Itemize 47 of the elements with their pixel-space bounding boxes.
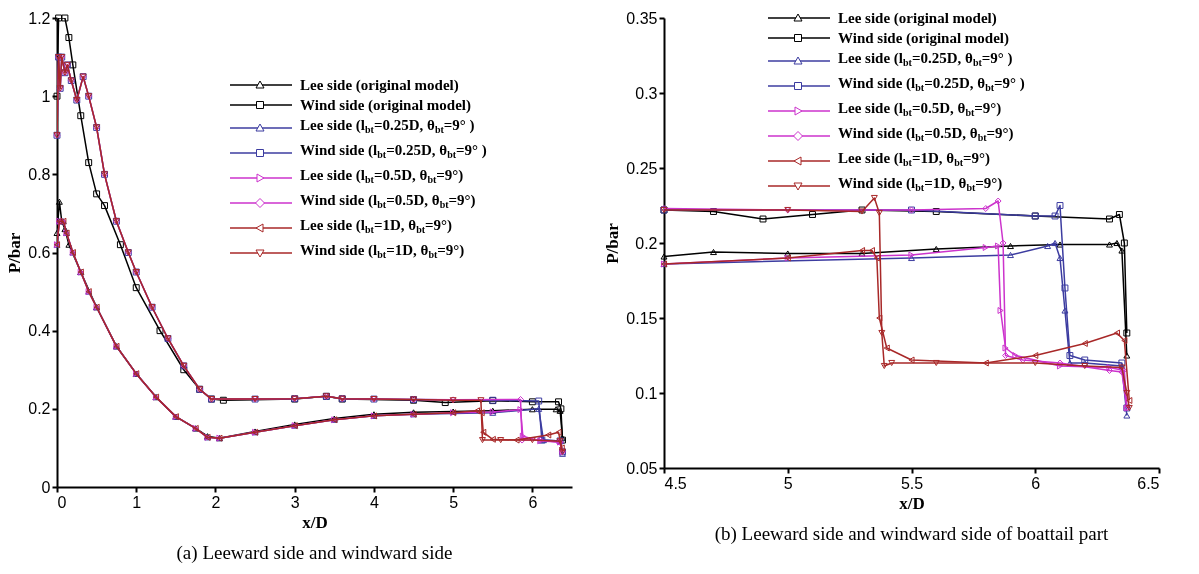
x-tick-label: 5: [783, 474, 793, 492]
y-tick-label: 1.2: [28, 9, 51, 27]
legend-label: Wind side (original model): [838, 29, 1009, 48]
y-tick-label: 0.6: [28, 244, 51, 261]
x-tick-label: 6.5: [1137, 474, 1160, 492]
x-tick-label: 4.5: [664, 474, 687, 492]
y-tick-label: 0.15: [626, 309, 658, 327]
legend-label: Wind side (l$_{bt}$=1D, θ$_{bt}$=9°): [300, 241, 465, 262]
legend-label: Lee side (l$_{bt}$=0.25D, θ$_{bt}$=9° ): [300, 116, 475, 137]
y-axis-title: P/bar: [5, 232, 25, 274]
legend-label: Lee side (original model): [300, 76, 459, 95]
x-tick-label: 3: [290, 493, 300, 511]
x-tick-label: 5.5: [900, 474, 924, 492]
x-tick-label: 6: [528, 493, 538, 511]
legend-label: Wind side (l$_{bt}$=0.25D, θ$_{bt}$=9° ): [300, 141, 487, 162]
legend-label: Wind side (l$_{bt}$=1D, θ$_{bt}$=9°): [838, 174, 1003, 195]
legend-label: Lee side (l$_{bt}$=0.5D, θ$_{bt}$=9°): [838, 99, 1002, 120]
y-tick-label: 0.25: [626, 159, 658, 177]
y-tick-label: 0.35: [626, 9, 658, 27]
legend-label: Wind side (l$_{bt}$=0.5D, θ$_{bt}$=9°): [838, 124, 1014, 145]
legend-label: Lee side (l$_{bt}$=0.5D, θ$_{bt}$=9°): [300, 166, 464, 187]
y-tick-label: 1: [41, 87, 51, 105]
legend-label: Lee side (original model): [838, 9, 997, 28]
legend-label: Lee side (l$_{bt}$=0.25D, θ$_{bt}$=9° ): [838, 49, 1013, 70]
legend-label: Lee side (l$_{bt}$=1D, θ$_{bt}$=9°): [300, 216, 453, 237]
x-tick-label: 1: [132, 493, 142, 511]
text: (a) Leeward side and windward side: [176, 542, 453, 564]
legend-label: Wind side (l$_{bt}$=0.25D, θ$_{bt}$=9° ): [838, 74, 1025, 95]
x-tick-label: 4: [369, 493, 379, 511]
legend-label: Wind side (l$_{bt}$=0.5D, θ$_{bt}$=9°): [300, 191, 476, 212]
y-tick-label: 0.4: [28, 322, 51, 340]
legend-label: Lee side (l$_{bt}$=1D, θ$_{bt}$=9°): [838, 149, 991, 170]
y-tick-label: 0.2: [635, 234, 658, 252]
y-axis-title: P/bar: [603, 222, 623, 264]
x-tick-label: 6: [1031, 474, 1041, 492]
text: (b) Leeward side and windward side of boattail part: [714, 523, 1110, 545]
y-tick-label: 0.05: [626, 459, 658, 477]
legend-label: Wind side (original model): [300, 96, 471, 115]
y-tick-label: 0.2: [28, 400, 51, 418]
y-tick-label: 0.1: [635, 384, 658, 402]
x-tick-label: 5: [449, 493, 459, 511]
x-tick-label: 0: [57, 493, 67, 511]
x-tick-label: 2: [211, 493, 221, 511]
x-axis-title: x/D: [302, 512, 328, 532]
y-tick-label: 0.3: [635, 84, 658, 102]
x-axis-title: x/D: [899, 493, 925, 513]
y-tick-label: 0.8: [28, 165, 51, 183]
